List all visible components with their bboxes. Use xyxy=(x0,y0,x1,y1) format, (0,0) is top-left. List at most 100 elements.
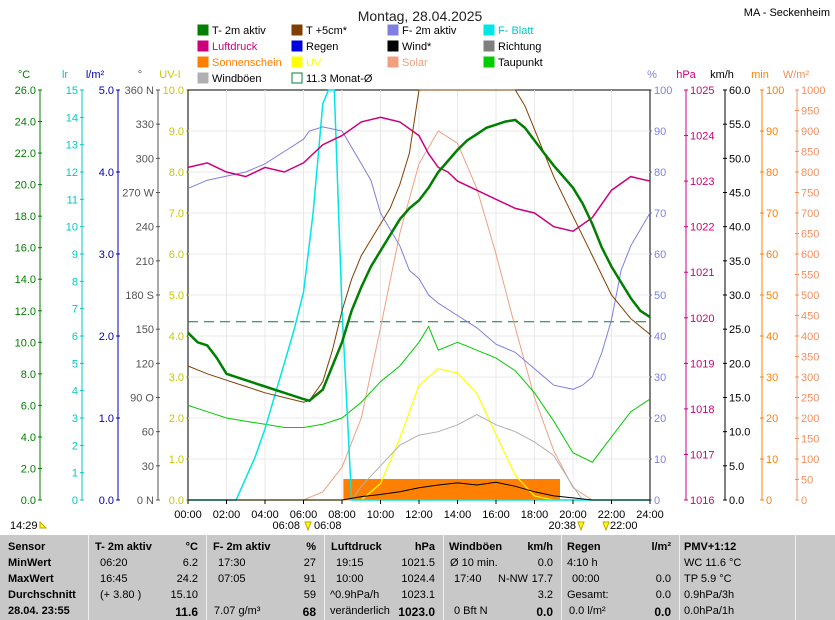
wind-max-time: 17:40 xyxy=(454,573,482,585)
axis-tick-lm2-2: 3.0 xyxy=(99,249,114,261)
axis-tick-min-0: 100 xyxy=(766,85,784,97)
t2m-current: 11.6 xyxy=(175,605,198,619)
axis-tick-pct-1: 90 xyxy=(654,126,666,138)
axis-tick-lr-15: 0 xyxy=(72,495,78,507)
axis-tick-lr-3: 12 xyxy=(66,167,78,179)
axis-tick-dir-7: 150 xyxy=(136,324,154,336)
series-taupunkt xyxy=(187,325,651,463)
axis-tick-pct-7: 30 xyxy=(654,372,666,384)
axis-tick-celsius-13: 0.0 xyxy=(21,495,36,507)
series-luftdruck xyxy=(187,116,651,233)
axis-tick-hpa-7: 1018 xyxy=(690,404,714,416)
wind-header: Windböen xyxy=(449,541,503,553)
axis-tick-wm2-18: 100 xyxy=(801,454,819,466)
row-label-min: MinWert xyxy=(8,557,52,569)
legend-swatch-wind xyxy=(387,40,399,52)
axis-tick-hpa-2: 1023 xyxy=(690,176,714,188)
axis-title-kmh: km/h xyxy=(710,69,734,81)
axis-tick-kmh-6: 30.0 xyxy=(729,290,750,302)
axis-tick-wm2-13: 350 xyxy=(801,352,819,364)
series-windboeen xyxy=(188,414,650,501)
x-tick-3: 06:00 xyxy=(290,509,318,521)
legend-label-luftdruck: Luftdruck xyxy=(212,41,258,53)
axis-tick-wm2-2: 900 xyxy=(801,126,819,138)
chart-title: Montag, 28.04.2025 xyxy=(358,8,483,24)
wind-max-val: 17.7 xyxy=(531,573,553,585)
luftdruck-trend: ^0.9hPa/h xyxy=(330,589,380,601)
luftdruck-max-time: 10:00 xyxy=(336,573,364,585)
axis-tick-dir-4: 240 xyxy=(136,222,154,234)
axis-tick-dir-2: 300 xyxy=(136,153,154,165)
axis-tick-lm2-4: 1.0 xyxy=(99,413,114,425)
series-t2m xyxy=(187,118,651,403)
regen-header: Regen xyxy=(567,541,601,553)
t2m-min-val: 6.2 xyxy=(182,557,198,569)
t2m-header: T- 2m aktiv xyxy=(95,541,152,553)
legend-label-richtung: Richtung xyxy=(498,41,541,53)
timestamp: 28.04. 23:55 xyxy=(8,605,70,617)
legend-swatch-fblatt xyxy=(483,24,495,36)
axis-tick-hpa-0: 1025 xyxy=(690,85,714,97)
plot-area xyxy=(187,89,651,501)
axis-tick-lr-5: 10 xyxy=(66,222,78,234)
regen-max-time: 00:00 xyxy=(572,573,600,585)
axis-title-wm2: W/m² xyxy=(783,69,810,81)
pmv-dewpoint: TP 5.9 °C xyxy=(684,573,732,585)
legend-swatch-windboeen xyxy=(197,72,209,84)
axis-tick-wm2-17: 150 xyxy=(801,434,819,446)
axis-tick-kmh-9: 15.0 xyxy=(729,393,750,405)
axis-tick-lr-9: 6 xyxy=(72,331,78,343)
axis-tick-wm2-14: 300 xyxy=(801,372,819,384)
legend-label-f2m: F- 2m aktiv xyxy=(402,25,457,37)
luftdruck-current: 1023.0 xyxy=(398,605,435,619)
axis-tick-wm2-0: 1000 xyxy=(801,85,825,97)
axis-tick-min-4: 60 xyxy=(766,249,778,261)
legend-swatch-regen xyxy=(291,40,303,52)
axis-tick-hpa-1: 1024 xyxy=(690,131,714,143)
marker-label-4: 22:00 xyxy=(610,520,638,532)
pmv-header: PMV+1:12 xyxy=(684,541,737,553)
axis-tick-celsius-11: 4.0 xyxy=(21,432,36,444)
legend-swatch-richtung xyxy=(483,40,495,52)
series-fblatt xyxy=(188,89,650,501)
legend-swatch-luftdruck xyxy=(197,40,209,52)
axis-tick-hpa-5: 1020 xyxy=(690,313,714,325)
axis-tick-uvi-5: 5.0 xyxy=(169,290,184,302)
x-axis: 00:00 02:00 04:00 06:00 08:00 10:00 12:00 14:00… xyxy=(10,500,664,532)
axis-tick-wm2-10: 500 xyxy=(801,290,819,302)
axis-tick-min-7: 30 xyxy=(766,372,778,384)
axis-tick-celsius-7: 12.0 xyxy=(15,306,36,318)
axis-tick-uvi-4: 6.0 xyxy=(169,249,184,261)
f2m-max-val: 91 xyxy=(303,573,316,585)
axis-tick-min-3: 70 xyxy=(766,208,778,220)
axis-tick-lr-7: 8 xyxy=(72,276,78,288)
x-tick-6: 12:00 xyxy=(405,509,433,521)
x-tick-4: 08:00 xyxy=(328,509,356,521)
axis-tick-wm2-19: 50 xyxy=(801,475,813,487)
axis-tick-celsius-12: 2.0 xyxy=(21,463,36,475)
t2m-min-time: 06:20 xyxy=(100,557,128,569)
pmv-trend-3h: 0.9hPa/3h xyxy=(684,589,735,601)
wind-avg-label: Ø 10 min. xyxy=(450,557,498,569)
axis-tick-uvi-9: 1.0 xyxy=(169,454,184,466)
legend-label-fblatt: F- Blatt xyxy=(498,25,533,37)
axis-tick-wm2-11: 450 xyxy=(801,311,819,323)
axis-title-celsius: °C xyxy=(18,69,30,81)
axis-tick-min-8: 20 xyxy=(766,413,778,425)
axis-tick-pct-8: 20 xyxy=(654,413,666,425)
axis-tick-lm2-1: 4.0 xyxy=(99,167,114,179)
series-f2m xyxy=(187,126,651,390)
axis-tick-kmh-2: 50.0 xyxy=(729,153,750,165)
f2m-header: F- 2m aktiv xyxy=(213,541,271,553)
axis-tick-lr-10: 5 xyxy=(72,358,78,370)
f2m-current: 68 xyxy=(302,605,316,619)
axes: °C26.024.022.020.018.016.014.012.010.08.… xyxy=(15,69,826,507)
axis-tick-lr-11: 4 xyxy=(72,386,78,398)
axis-tick-celsius-10: 6.0 xyxy=(21,400,36,412)
axis-tick-lr-0: 15 xyxy=(66,85,78,97)
axis-tick-lr-12: 3 xyxy=(72,413,78,425)
axis-title-min: min xyxy=(751,69,769,81)
f2m-unit: % xyxy=(306,541,316,553)
axis-title-hpa: hPa xyxy=(676,69,696,81)
wind-avg-val: 0.0 xyxy=(537,557,553,569)
